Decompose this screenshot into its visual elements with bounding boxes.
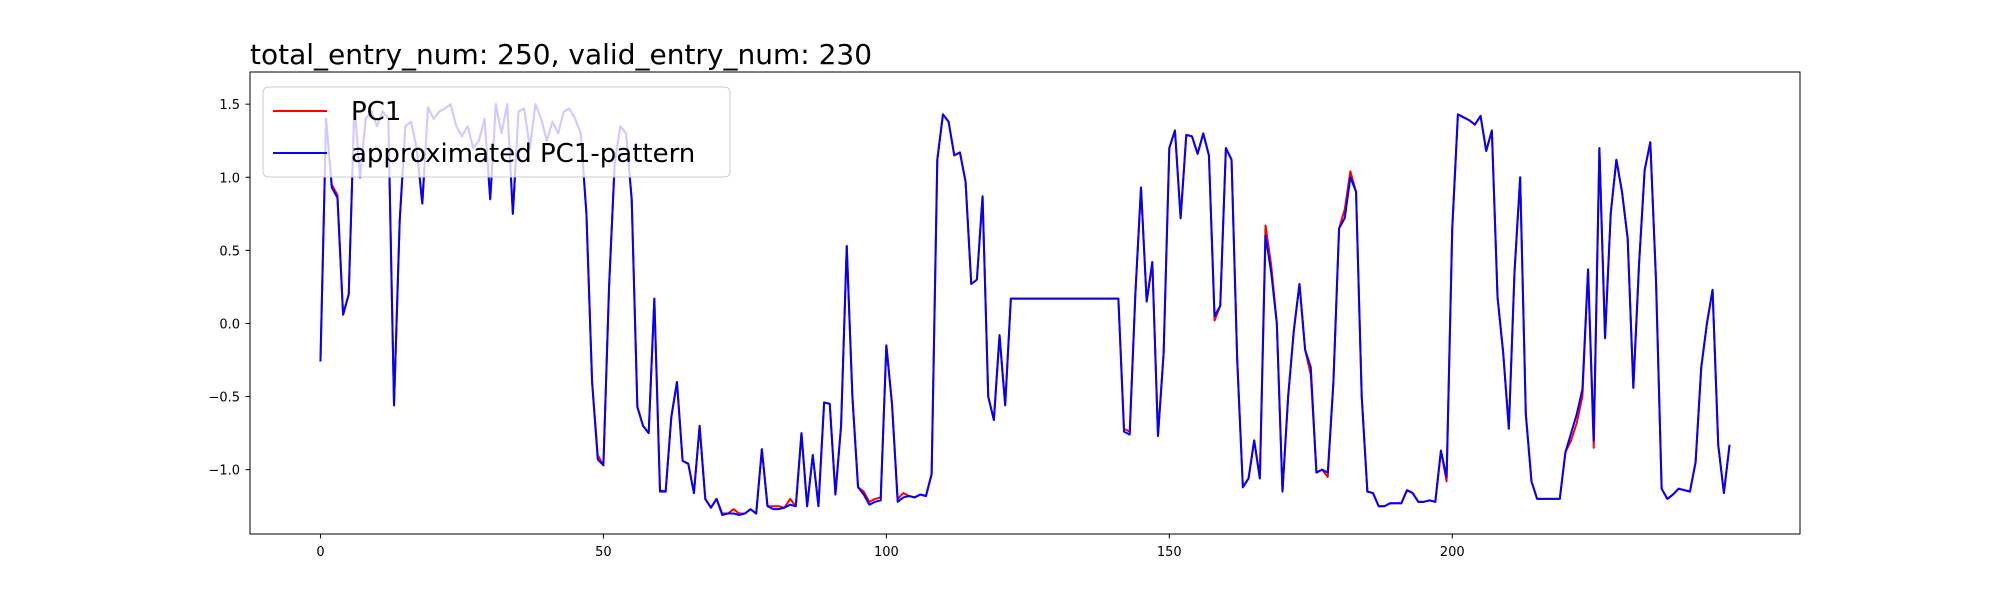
chart-title: total_entry_num: 250, valid_entry_num: 2… [250, 38, 872, 71]
y-tick-label: 0.0 [219, 317, 240, 332]
y-tick-label: 0.5 [219, 244, 240, 259]
legend-label: PC1 [351, 97, 401, 127]
x-tick-label: 150 [1157, 545, 1182, 560]
y-tick-label: −1.0 [208, 464, 240, 479]
x-tick-label: 50 [595, 545, 612, 560]
legend-box [262, 86, 731, 178]
y-tick-label: 1.0 [219, 171, 240, 186]
axes-frame [249, 71, 1801, 535]
y-tick-label: −0.5 [208, 391, 240, 406]
x-tick-label: 100 [874, 545, 899, 560]
x-tick-label: 200 [1440, 545, 1465, 560]
legend: PC1 approximated PC1-pattern [262, 86, 731, 178]
y-tick-label: 1.5 [219, 98, 240, 113]
legend-label: approximated PC1-pattern [351, 139, 695, 169]
x-tick-label: 0 [316, 545, 324, 560]
